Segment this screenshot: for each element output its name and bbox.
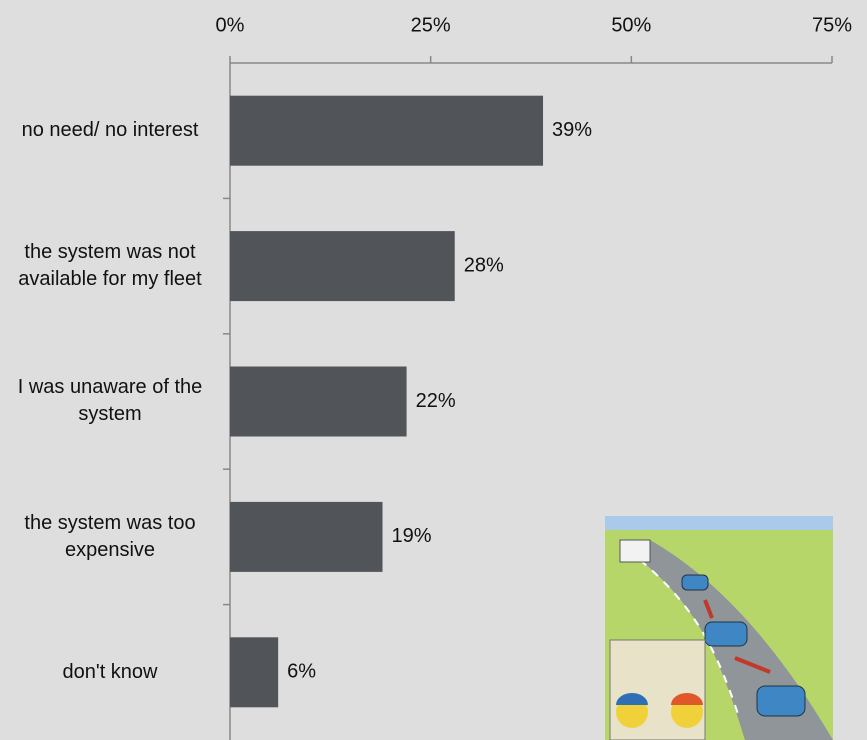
data-label: 22%	[416, 390, 456, 412]
y-tick-label: the system was not available for my flee…	[18, 241, 202, 291]
data-label: 19%	[392, 525, 432, 547]
x-tick-label: 75%	[812, 14, 852, 36]
bar	[230, 231, 455, 302]
data-label: 28%	[464, 254, 504, 276]
x-tick-label: 0%	[216, 14, 245, 36]
category-label-box: no need/ no interest	[0, 63, 220, 198]
data-label: 39%	[552, 119, 592, 141]
illustration	[605, 516, 833, 740]
bar	[230, 366, 407, 437]
data-label: 6%	[287, 661, 316, 683]
x-tick-label: 25%	[411, 14, 451, 36]
bar	[230, 501, 383, 572]
x-tick-label: 50%	[611, 14, 651, 36]
category-label-box: the system was not available for my flee…	[0, 198, 220, 333]
y-tick-label: I was unaware of the system	[17, 376, 203, 426]
category-label-box: I was unaware of the system	[0, 334, 220, 469]
y-tick-label: don't know	[62, 660, 158, 683]
category-label-box: don't know	[0, 605, 220, 740]
category-label-box: the system was too expensive	[0, 469, 220, 604]
y-tick-label: no need/ no interest	[21, 119, 199, 142]
bar	[230, 95, 544, 166]
bar	[230, 637, 279, 708]
y-tick-label: the system was too expensive	[24, 511, 196, 561]
